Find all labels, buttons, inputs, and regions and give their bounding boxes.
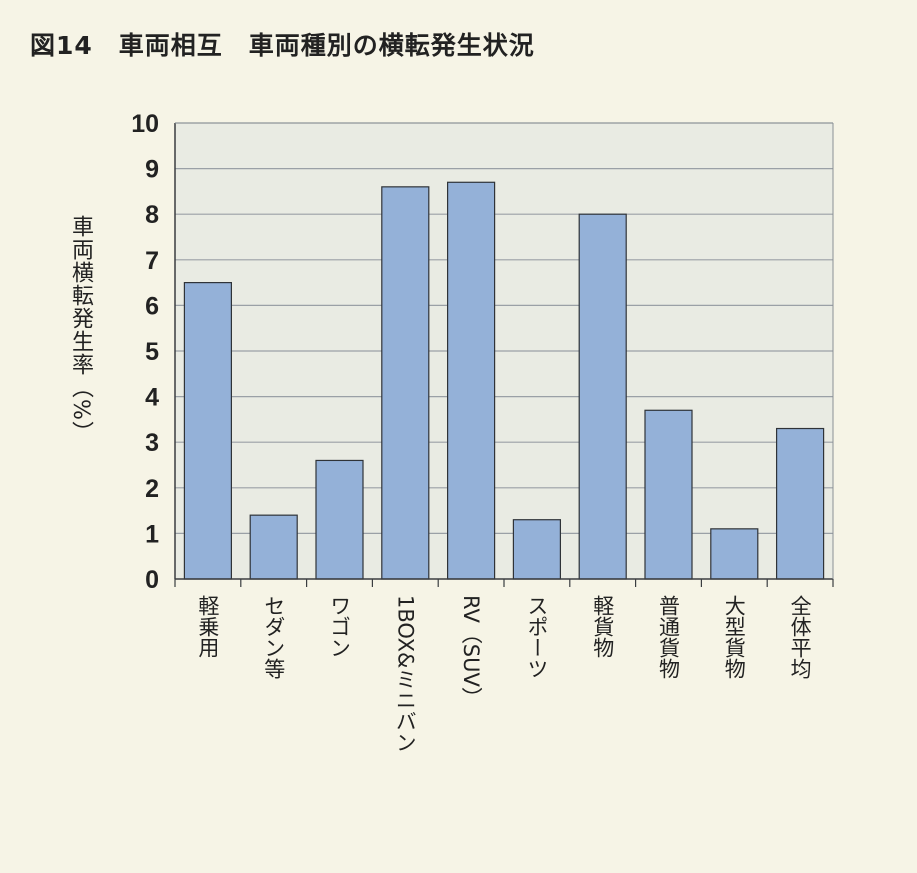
x-tick-label: 軽貨物: [591, 595, 615, 658]
x-tick-label: 軽乗用: [196, 595, 220, 658]
bar: [381, 186, 430, 580]
bar: [578, 213, 627, 580]
y-tick-label: 6: [145, 292, 159, 320]
bar: [644, 409, 693, 580]
y-tick-label: 2: [145, 475, 159, 503]
x-tick-label: ワゴン: [328, 595, 352, 658]
y-tick-label: 0: [145, 566, 159, 594]
y-tick-label: 8: [145, 201, 159, 229]
bar: [512, 519, 562, 580]
x-tick-label: 1BOX&ミニバン: [393, 595, 417, 752]
y-tick-label: 9: [145, 156, 159, 184]
bar: [183, 282, 232, 580]
y-tick-label: 4: [145, 384, 159, 412]
y-tick-label: 3: [145, 429, 159, 457]
bar: [447, 181, 496, 580]
x-tick-label: 普通貨物: [657, 595, 681, 679]
x-tick-label: 全体平均: [788, 595, 812, 679]
x-tick-label: セダン等: [262, 595, 286, 679]
x-tick-label: スポーツ: [525, 595, 549, 679]
x-tick-label: 大型貨物: [722, 595, 746, 679]
bar: [710, 528, 759, 580]
y-tick-label: 5: [145, 338, 159, 366]
x-tick-label: RV（SUV）: [459, 595, 483, 708]
bar: [249, 514, 298, 580]
y-axis-label: 車両横転発生率（%）: [68, 215, 93, 444]
y-tick-label: 7: [145, 247, 159, 275]
chart-title: 図14 車両相互 車両種別の横転発生状況: [30, 31, 535, 60]
y-tick-label: 1: [145, 520, 159, 548]
bar: [775, 427, 825, 580]
y-tick-label: 10: [131, 110, 159, 138]
bar: [315, 459, 364, 580]
